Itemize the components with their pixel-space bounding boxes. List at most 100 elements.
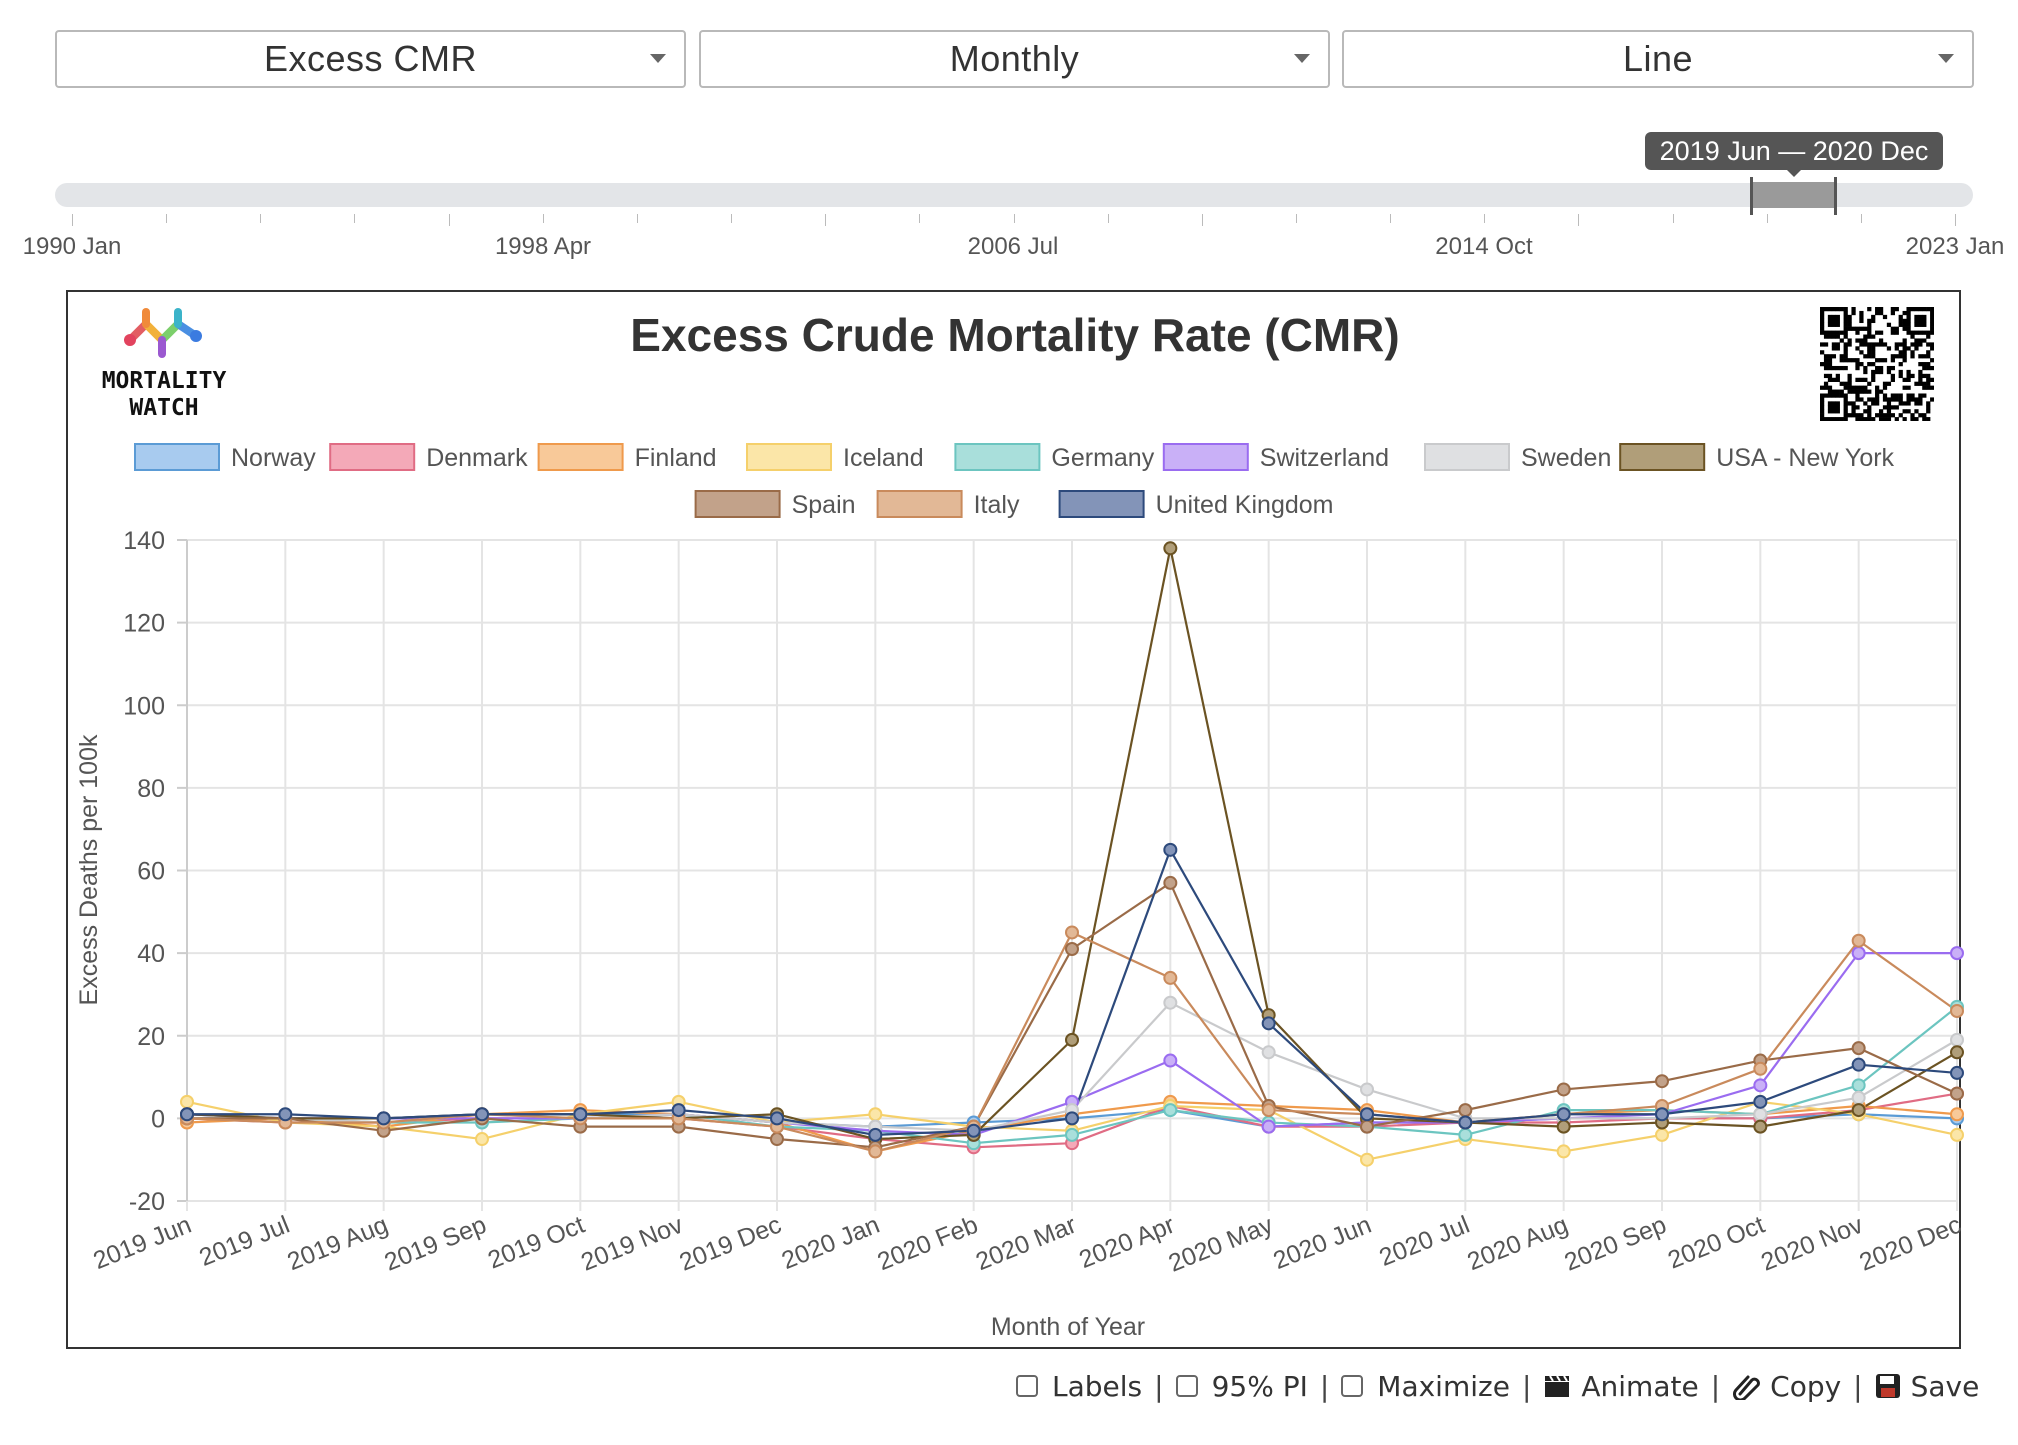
- x-tick-label: 2020 Sep: [1561, 1211, 1671, 1277]
- slider-tick: [1013, 214, 1015, 223]
- data-point: [1065, 1127, 1079, 1142]
- data-point: [1753, 1107, 1768, 1122]
- period-select[interactable]: Monthly: [699, 30, 1330, 88]
- clapperboard-icon: [1545, 1375, 1570, 1397]
- slider-tick: [1390, 214, 1392, 223]
- data-point: [1950, 1127, 1964, 1142]
- data-point: [671, 1103, 686, 1118]
- y-tick-label: 40: [137, 940, 165, 968]
- legend-swatch: [1619, 443, 1706, 471]
- slider-tick: [72, 214, 73, 226]
- data-point: [1261, 1016, 1276, 1031]
- data-point: [1851, 1078, 1866, 1093]
- data-point: [1360, 1119, 1374, 1134]
- chart-container: [66, 290, 1961, 1349]
- labels-checkbox[interactable]: [1016, 1375, 1038, 1397]
- floppy-disk-icon: [1875, 1374, 1900, 1398]
- data-point: [376, 1111, 391, 1126]
- date-range-slider[interactable]: [55, 183, 1973, 207]
- y-tick-label: 140: [123, 527, 165, 555]
- copy-label: Copy: [1770, 1369, 1842, 1403]
- logo-text: MORTALITY WATCH: [101, 368, 227, 421]
- legend-swatch: [329, 443, 416, 471]
- slider-tick: [1860, 214, 1862, 223]
- data-point: [1360, 1152, 1374, 1167]
- range-tooltip-arrow: [1787, 170, 1801, 177]
- data-point: [278, 1107, 293, 1122]
- pi-label: 95% PI: [1211, 1369, 1308, 1403]
- pi-checkbox[interactable]: [1175, 1375, 1198, 1397]
- data-point: [1851, 1041, 1866, 1056]
- legend-swatch: [954, 443, 1041, 471]
- legend-swatch: [1162, 443, 1249, 471]
- y-axis-title: Excess Deaths per 100k: [75, 734, 103, 1005]
- legend-label: Italy: [974, 491, 1020, 519]
- data-point: [1950, 1086, 1964, 1101]
- separator: |: [1710, 1369, 1721, 1403]
- data-point: [1065, 1111, 1079, 1126]
- data-point: [1556, 1144, 1571, 1159]
- animate-button[interactable]: Animate: [1543, 1370, 1699, 1403]
- chart-type-select[interactable]: Line: [1342, 30, 1974, 88]
- separator: |: [1319, 1369, 1330, 1403]
- y-tick-label: 20: [137, 1023, 165, 1051]
- x-tick-label: 2020 Feb: [873, 1211, 981, 1277]
- pi-toggle[interactable]: 95% PI: [1175, 1369, 1308, 1403]
- slider-tick: [636, 214, 638, 223]
- labels-label: Labels: [1052, 1369, 1143, 1403]
- x-tick-label: 2020 Nov: [1757, 1210, 1867, 1276]
- legend-label: USA - New York: [1716, 444, 1894, 472]
- data-point: [1065, 925, 1079, 940]
- data-point: [1950, 1045, 1964, 1060]
- data-point: [1655, 1107, 1669, 1122]
- slider-tick-label: 2014 Oct: [1435, 233, 1533, 260]
- slider-tick: [448, 214, 450, 226]
- metric-select-value: Excess CMR: [263, 38, 478, 79]
- data-point: [1261, 1103, 1276, 1118]
- data-point: [1753, 1078, 1768, 1093]
- range-end-handle[interactable]: [1834, 177, 1837, 215]
- maximize-checkbox[interactable]: [1341, 1375, 1364, 1397]
- data-point: [1360, 1082, 1374, 1097]
- chart-toolbar: Labels | 95% PI | Maximize | Animate | C…: [1016, 1366, 1979, 1406]
- slider-tick: [1295, 214, 1297, 223]
- data-point: [1163, 1053, 1178, 1068]
- slider-tick: [1107, 214, 1109, 223]
- x-tick-label: 2019 Sep: [381, 1211, 491, 1277]
- qr-code-icon[interactable]: [1820, 307, 1934, 421]
- maximize-label: Maximize: [1377, 1369, 1510, 1403]
- separator: |: [1521, 1369, 1532, 1403]
- labels-toggle[interactable]: Labels: [1016, 1370, 1142, 1403]
- separator: |: [1154, 1369, 1164, 1403]
- slider-tick: [1955, 214, 1956, 226]
- x-tick-label: 2020 Mar: [972, 1211, 1080, 1277]
- separator: |: [1853, 1369, 1863, 1403]
- slider-tick: [166, 214, 168, 223]
- data-point: [1950, 1065, 1964, 1080]
- legend-label: Iceland: [843, 444, 924, 472]
- legend-label: Norway: [231, 444, 316, 472]
- data-point: [1950, 946, 1964, 961]
- copy-button[interactable]: Copy: [1732, 1370, 1841, 1403]
- metric-select[interactable]: Excess CMR: [55, 30, 686, 88]
- maximize-toggle[interactable]: Maximize: [1341, 1370, 1510, 1403]
- data-point: [1163, 842, 1178, 857]
- x-tick-label: 2020 Oct: [1664, 1211, 1769, 1275]
- save-label: Save: [1910, 1369, 1980, 1403]
- date-range-selection[interactable]: [1751, 182, 1835, 208]
- y-tick-label: -20: [129, 1188, 165, 1216]
- save-button[interactable]: Save: [1875, 1369, 1980, 1403]
- slider-tick: [1201, 214, 1203, 226]
- slider-tick: [542, 214, 544, 223]
- data-point: [770, 1111, 784, 1126]
- x-tick-label: 2020 Dec: [1856, 1211, 1966, 1277]
- legend-swatch: [694, 490, 781, 518]
- slider-tick: [919, 214, 921, 223]
- data-point: [966, 1123, 981, 1138]
- y-tick-label: 0: [151, 1105, 165, 1133]
- data-point: [1163, 995, 1178, 1010]
- range-start-handle[interactable]: [1750, 177, 1753, 215]
- data-point: [1851, 1090, 1866, 1105]
- data-point: [1655, 1127, 1669, 1142]
- y-tick-label: 60: [137, 858, 165, 886]
